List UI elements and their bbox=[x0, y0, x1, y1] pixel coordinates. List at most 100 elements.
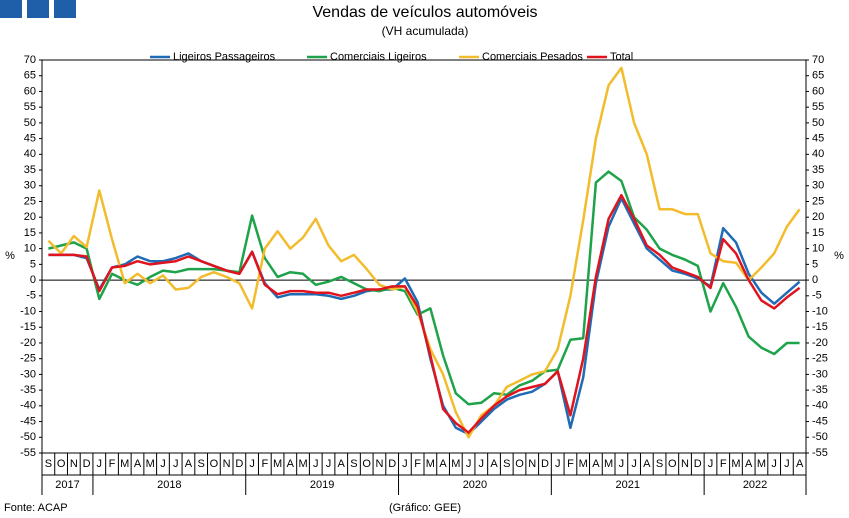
x-tick-label: D bbox=[235, 458, 243, 470]
x-tick-label: M bbox=[579, 458, 588, 470]
y-tick-label: -45 bbox=[20, 415, 36, 427]
y2-tick-label: -10 bbox=[812, 305, 828, 317]
y-tick-label: -10 bbox=[20, 305, 36, 317]
x-tick-label: F bbox=[261, 458, 268, 470]
x-tick-label: S bbox=[656, 458, 663, 470]
y2-tick-label: 55 bbox=[812, 101, 824, 113]
y2-tick-label: -25 bbox=[812, 353, 828, 365]
x-tick-label: M bbox=[120, 458, 129, 470]
y2-tick-label: 30 bbox=[812, 180, 824, 192]
x-tick-label: S bbox=[197, 458, 204, 470]
x-tick-label: O bbox=[57, 458, 66, 470]
x-tick-label: J bbox=[466, 458, 472, 470]
x-tick-label: A bbox=[439, 458, 447, 470]
legend-label: Total bbox=[610, 51, 633, 63]
x-tick-label: N bbox=[375, 458, 383, 470]
x-tick-label: M bbox=[298, 458, 307, 470]
x-tick-label: N bbox=[70, 458, 78, 470]
y-tick-label: -20 bbox=[20, 337, 36, 349]
x-tick-label: O bbox=[515, 458, 524, 470]
x-tick-label: J bbox=[555, 458, 561, 470]
y-tick-label: -55 bbox=[20, 447, 36, 459]
chart-subtitle: (VH acumulada) bbox=[382, 24, 469, 38]
x-tick-label: S bbox=[45, 458, 52, 470]
year-label: 2020 bbox=[463, 479, 487, 491]
y2-tick-label: 35 bbox=[812, 164, 824, 176]
y-tick-label: 50 bbox=[24, 117, 36, 129]
y2-tick-label: 65 bbox=[812, 70, 824, 82]
credit: (Gráfico: GEE) bbox=[389, 502, 461, 514]
y2-tick-label: -15 bbox=[812, 321, 828, 333]
y2-tick-label: -5 bbox=[812, 290, 822, 302]
y-tick-label: 60 bbox=[24, 85, 36, 97]
y-tick-label: 15 bbox=[24, 227, 36, 239]
x-tick-label: D bbox=[388, 458, 396, 470]
x-tick-label: J bbox=[249, 458, 255, 470]
y-tick-label: 5 bbox=[30, 258, 36, 270]
x-tick-label: J bbox=[708, 458, 714, 470]
y-tick-label: 10 bbox=[24, 243, 36, 255]
y-tick-label: 55 bbox=[24, 101, 36, 113]
y2-tick-label: -55 bbox=[812, 447, 828, 459]
x-tick-label: F bbox=[109, 458, 116, 470]
x-tick-label: O bbox=[210, 458, 219, 470]
y-tick-label: -15 bbox=[20, 321, 36, 333]
y-tick-label: -35 bbox=[20, 384, 36, 396]
y2-tick-label: 25 bbox=[812, 195, 824, 207]
series-line bbox=[48, 193, 801, 434]
y-tick-label: 35 bbox=[24, 164, 36, 176]
series-line bbox=[48, 170, 800, 406]
x-tick-label: J bbox=[160, 458, 166, 470]
year-label: 2019 bbox=[310, 479, 334, 491]
y-axis-label: % bbox=[5, 250, 15, 262]
x-tick-label: A bbox=[287, 458, 295, 470]
y2-tick-label: 10 bbox=[812, 243, 824, 255]
y-tick-label: 40 bbox=[24, 148, 36, 160]
x-tick-label: A bbox=[796, 458, 804, 470]
y2-tick-label: 0 bbox=[812, 274, 818, 286]
y2-tick-label: 70 bbox=[812, 54, 824, 66]
legend-label: Comerciais Ligeiros bbox=[330, 51, 427, 63]
y2-tick-label: 45 bbox=[812, 133, 824, 145]
legend-label: Ligeiros Passageiros bbox=[173, 51, 276, 63]
x-tick-label: S bbox=[503, 458, 510, 470]
plot-frame bbox=[41, 59, 807, 454]
y-tick-label: 45 bbox=[24, 133, 36, 145]
x-tick-label: N bbox=[681, 458, 689, 470]
x-tick-label: N bbox=[528, 458, 536, 470]
x-tick-label: M bbox=[731, 458, 740, 470]
x-tick-label: A bbox=[490, 458, 498, 470]
year-label: 2022 bbox=[743, 479, 767, 491]
series-line bbox=[48, 197, 801, 436]
y2-tick-label: -40 bbox=[812, 400, 828, 412]
x-tick-label: M bbox=[273, 458, 282, 470]
y2-tick-label: 15 bbox=[812, 227, 824, 239]
y2-tick-label: -35 bbox=[812, 384, 828, 396]
x-tick-label: M bbox=[604, 458, 613, 470]
x-tick-label: M bbox=[146, 458, 155, 470]
y-tick-label: -50 bbox=[20, 431, 36, 443]
x-tick-label: M bbox=[451, 458, 460, 470]
y2-tick-label: 20 bbox=[812, 211, 824, 223]
x-tick-label: S bbox=[350, 458, 357, 470]
x-tick-label: J bbox=[402, 458, 408, 470]
y2-tick-label: -45 bbox=[812, 415, 828, 427]
y-tick-label: -40 bbox=[20, 400, 36, 412]
y-tick-label: 20 bbox=[24, 211, 36, 223]
y-tick-label: -30 bbox=[20, 368, 36, 380]
x-tick-label: J bbox=[479, 458, 485, 470]
y-tick-label: 30 bbox=[24, 180, 36, 192]
y2-tick-label: 50 bbox=[812, 117, 824, 129]
y2-tick-label: 5 bbox=[812, 258, 818, 270]
y2-tick-label: 40 bbox=[812, 148, 824, 160]
y2-tick-label: -50 bbox=[812, 431, 828, 443]
x-tick-label: O bbox=[668, 458, 677, 470]
year-label: 2017 bbox=[55, 479, 79, 491]
x-tick-label: F bbox=[720, 458, 727, 470]
x-tick-label: D bbox=[694, 458, 702, 470]
x-tick-label: F bbox=[567, 458, 574, 470]
source: Fonte: ACAP bbox=[4, 502, 68, 514]
y-axis-label: % bbox=[834, 250, 844, 262]
x-tick-label: D bbox=[83, 458, 91, 470]
